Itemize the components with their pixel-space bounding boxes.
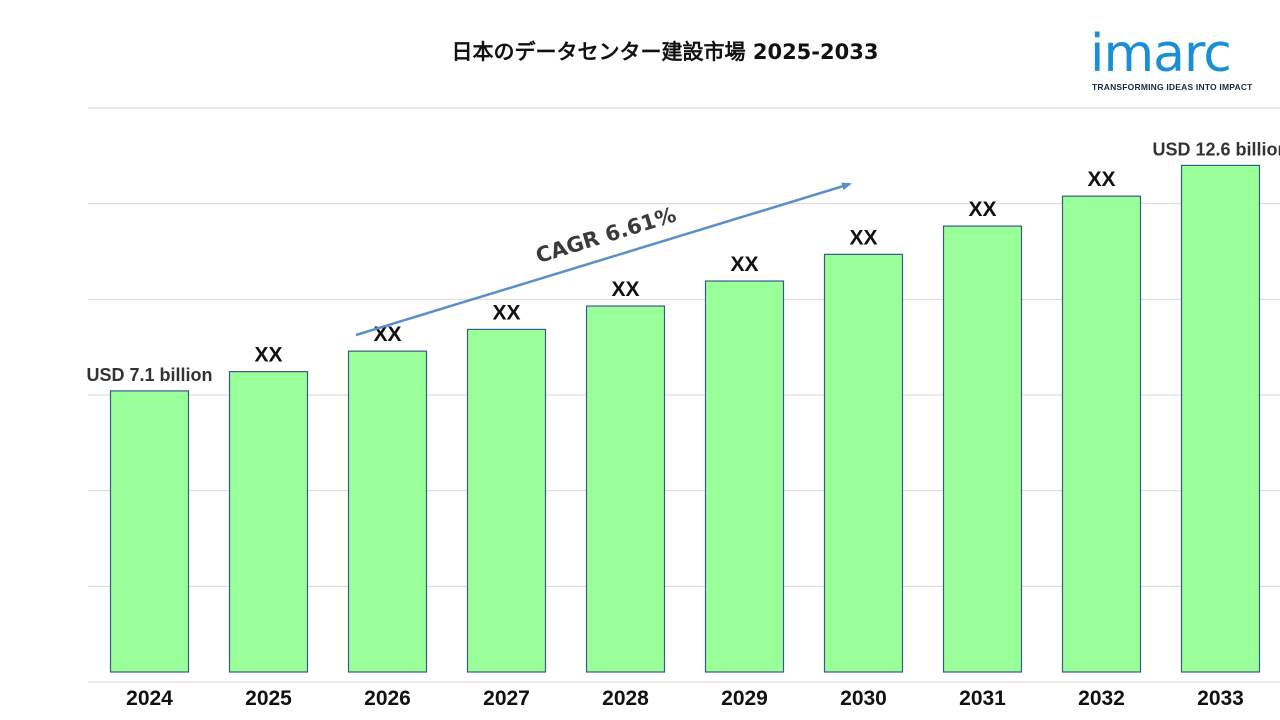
bar-2031 [942, 225, 1023, 673]
bar-label-2025: XX [254, 344, 282, 367]
bar-2030 [823, 253, 904, 673]
bar-label-2024: USD 7.1 billion [86, 365, 212, 385]
bar-2025 [228, 371, 309, 673]
bar-label-2026: XX [373, 323, 401, 346]
cagr-arrow [355, 182, 852, 337]
imarc-logo: imarc TRANSFORMING IDEAS INTO IMPACT [1086, 18, 1266, 98]
x-tick-label-2024: 2024 [126, 687, 173, 710]
x-tick-label-2027: 2027 [483, 687, 530, 710]
x-tick-label-2028: 2028 [602, 687, 649, 710]
bar-2026 [347, 350, 428, 673]
bar-label-2030: XX [849, 226, 877, 249]
bar-label-2028: XX [611, 278, 639, 301]
x-tick-label-2026: 2026 [364, 687, 411, 710]
bar-label-2032: XX [1087, 168, 1115, 191]
bar-2032 [1061, 195, 1142, 673]
x-tick-label-2029: 2029 [721, 687, 768, 710]
x-tick-label-2030: 2030 [840, 687, 887, 710]
bar-label-2031: XX [968, 198, 996, 221]
bars [109, 164, 1261, 673]
chart-title: 日本のデータセンター建設市場 2025-2033 [451, 40, 879, 64]
bar-2024 [109, 390, 190, 673]
bar-2033 [1180, 164, 1261, 673]
bar-2027 [466, 328, 547, 673]
bar-2028 [585, 305, 666, 673]
bar-2029 [704, 280, 785, 673]
logo-tagline: TRANSFORMING IDEAS INTO IMPACT [1092, 82, 1253, 92]
bar-labels: USD 7.1 billion XX XX XX XX XX XX XX XX USD 12.6 … [86, 139, 1280, 385]
bar-label-2033: USD 12.6 billion [1152, 139, 1280, 159]
bar-label-2029: XX [730, 253, 758, 276]
logo-wordmark: imarc [1090, 24, 1232, 84]
x-tick-label-2033: 2033 [1197, 687, 1244, 710]
bar-label-2027: XX [492, 301, 520, 324]
x-tick-label-2031: 2031 [959, 687, 1006, 710]
x-tick-label-2025: 2025 [245, 687, 292, 710]
x-tick-label-2032: 2032 [1078, 687, 1125, 710]
x-axis-tick-labels: 2024 2025 2026 2027 2028 2029 2030 2031 2032 2033 [126, 687, 1244, 710]
